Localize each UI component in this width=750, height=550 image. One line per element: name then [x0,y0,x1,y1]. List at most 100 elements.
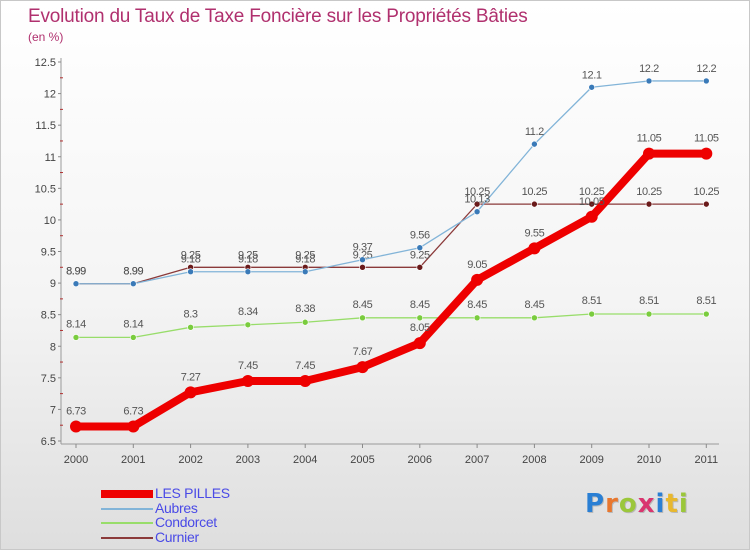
data-label: 7.27 [181,371,201,383]
data-point [127,420,140,433]
x-tick-label: 2004 [293,454,317,466]
data-label: 8.99 [66,266,86,278]
logo-letter: t [665,489,679,519]
data-label: 12.2 [639,63,659,75]
y-tick-label: 6.5 [41,436,56,448]
data-label: 9.18 [181,254,201,266]
data-label: 11.05 [637,133,662,145]
data-point [301,268,309,276]
data-label: 9.25 [238,249,258,261]
logo-letter: x [637,489,656,519]
y-tick-label: 9.5 [41,247,56,259]
data-point [643,147,655,160]
data-point [531,314,538,322]
data-label: 10.25 [694,186,720,198]
data-point [473,200,481,208]
x-tick-label: 2005 [350,454,374,466]
data-point [359,314,366,322]
legend-label: Aubres [155,499,198,516]
data-point [702,77,710,85]
data-label: 8.14 [123,318,143,330]
data-label: 9.25 [295,249,315,261]
data-label: 8.45 [410,299,430,311]
data-point [299,374,312,387]
data-label: 7.67 [353,346,373,358]
logo-letter: i [655,489,666,519]
y-tick-label: 9 [50,278,56,290]
x-tick-label: 2001 [121,454,145,466]
series-line-curnier [75,203,707,285]
data-point [645,310,653,318]
y-tick-label: 10 [44,215,56,227]
data-point [416,263,424,271]
data-label: 8.99 [123,266,143,278]
data-label: 9.25 [181,249,201,261]
legend-swatch [101,522,153,524]
data-point [471,273,484,286]
data-point [588,200,596,208]
data-point [531,140,538,148]
data-point [72,334,80,341]
data-label: 8.99 [66,266,86,278]
data-label: 8.45 [353,299,373,311]
x-tick-label: 2006 [408,454,432,466]
data-label: 11.2 [525,126,544,138]
data-point [473,314,481,322]
data-label: 9.18 [295,254,315,266]
data-point [244,321,252,329]
data-label: 8.14 [66,318,86,330]
data-label: 9.56 [410,230,430,242]
legend-label: LES PILLES [155,485,230,501]
data-label: 10.25 [636,186,662,198]
y-tick-label: 8.5 [41,310,56,322]
data-point [702,200,710,208]
x-tick-label: 2010 [637,454,661,466]
y-tick-label: 10.5 [35,183,56,195]
data-label: 9.25 [410,249,430,261]
data-label: 9.55 [524,227,544,239]
y-tick-label: 11 [45,152,56,164]
data-label: 10.05 [579,196,605,208]
data-label: 9.05 [467,259,487,271]
data-point [585,210,598,223]
data-label: 12.1 [582,69,602,81]
data-point [413,337,426,350]
y-tick-label: 7.5 [41,373,56,385]
data-point [645,77,653,85]
data-label: 8.99 [123,266,143,278]
data-point [184,386,197,399]
data-label: 8.51 [582,295,602,307]
data-point [130,334,137,341]
data-point [645,200,653,208]
legend-swatch [101,507,153,510]
data-point [702,310,710,318]
data-point [528,242,541,255]
data-point [700,147,713,160]
y-tick-label: 11.5 [35,120,56,132]
data-label: 7.45 [238,360,258,372]
logo-letter: r [605,489,619,519]
data-label: 8.51 [639,295,659,307]
data-point [187,323,194,331]
data-point [72,280,80,288]
data-label: 12.2 [696,63,716,75]
data-point [70,420,82,433]
data-point [187,268,194,276]
data-point [588,83,596,91]
data-point [244,268,252,276]
series-line-les-pilles [72,149,711,431]
data-label: 6.73 [66,405,86,417]
legend-label: Condorcet [155,514,217,530]
data-label: 10.13 [464,194,490,206]
data-point [531,200,538,208]
x-tick-label: 2009 [579,454,603,466]
chart-unit-label: (en %) [28,30,64,44]
data-point [356,361,369,374]
data-label: 9.18 [238,254,258,266]
x-tick-label: 2000 [64,454,88,466]
y-tick-label: 12 [44,89,56,101]
data-label: 8.45 [524,299,544,311]
data-point [416,244,424,252]
data-point [359,263,366,271]
data-point [473,208,481,216]
